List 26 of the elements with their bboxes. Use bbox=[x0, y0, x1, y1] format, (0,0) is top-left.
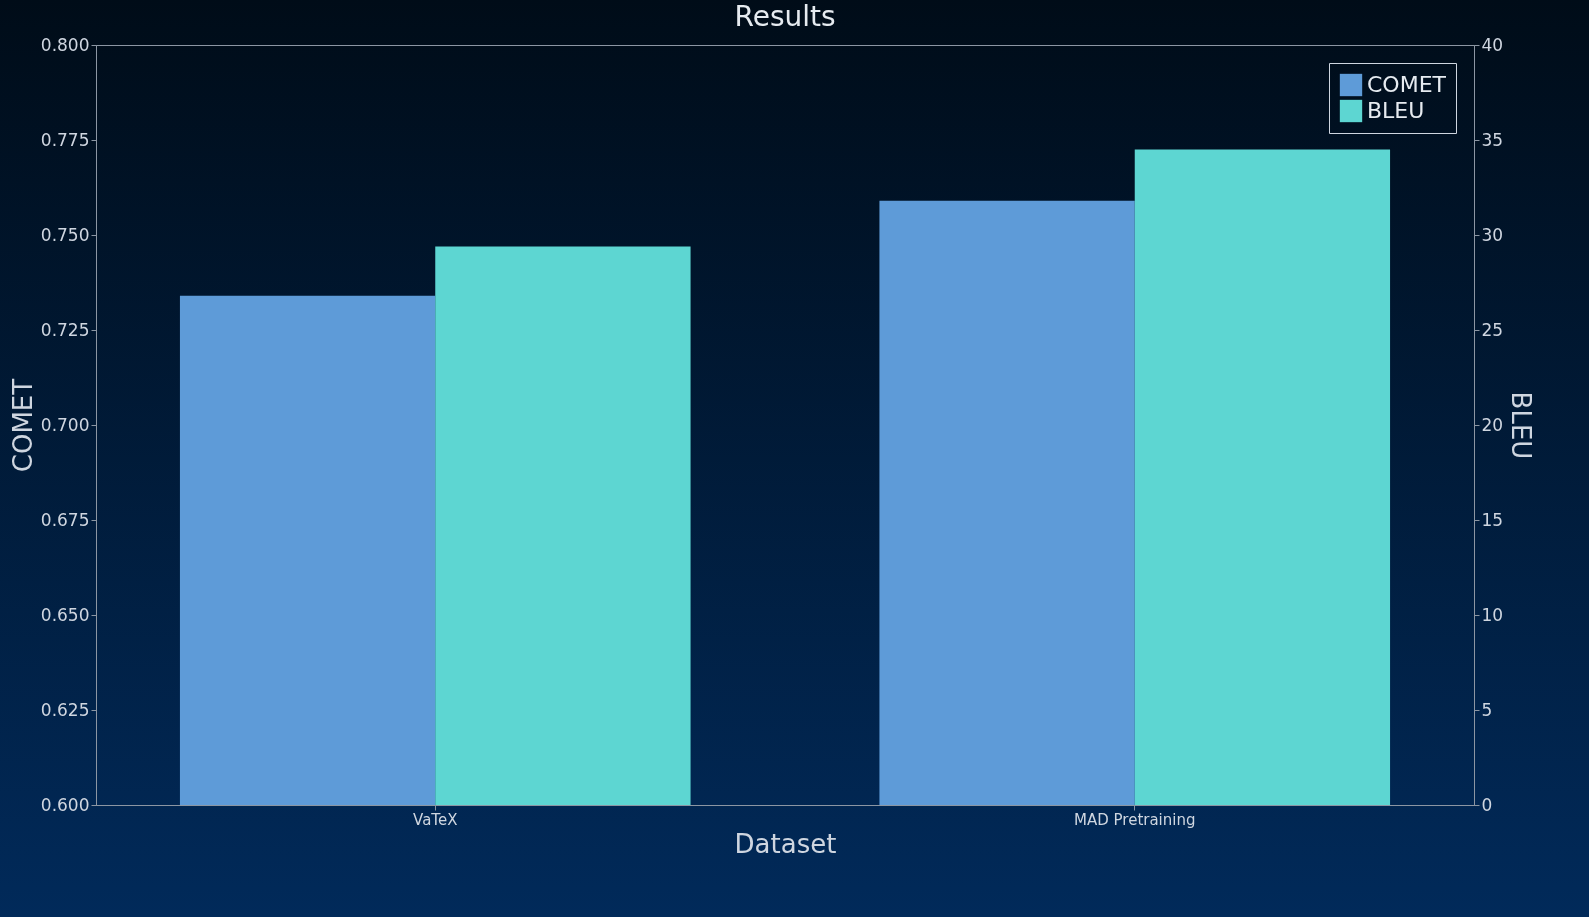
y2-axis-title: BLEU bbox=[1506, 391, 1537, 460]
y2-tick-label: 5 bbox=[1481, 699, 1493, 720]
x-tick-label: MAD Pretraining bbox=[1074, 810, 1196, 829]
y-tick-label: 0.750 bbox=[40, 224, 90, 245]
y2-tick-label: 20 bbox=[1481, 414, 1504, 435]
y2-tick-label: 30 bbox=[1481, 224, 1504, 245]
y-tick-label: 0.675 bbox=[40, 509, 90, 530]
y2-tick-label: 10 bbox=[1481, 604, 1504, 625]
legend-label: BLEU bbox=[1367, 98, 1425, 123]
y-tick-label: 0.600 bbox=[40, 794, 90, 815]
x-tick-label: VaTeX bbox=[413, 810, 458, 829]
chart-title: Results bbox=[734, 0, 836, 33]
x-axis-title: Dataset bbox=[734, 828, 837, 859]
y-tick-label: 0.700 bbox=[40, 414, 90, 435]
y2-tick-label: 35 bbox=[1481, 129, 1504, 150]
y-axis-title: COMET bbox=[7, 378, 38, 473]
y-tick-label: 0.800 bbox=[40, 34, 90, 55]
legend-label: COMET bbox=[1367, 72, 1447, 97]
y-tick-label: 0.775 bbox=[40, 129, 90, 150]
y2-tick-label: 15 bbox=[1481, 509, 1504, 530]
y2-tick-label: 25 bbox=[1481, 319, 1504, 340]
y2-tick-label: 40 bbox=[1481, 34, 1504, 55]
y2-tick-label: 0 bbox=[1481, 794, 1493, 815]
y-tick-label: 0.725 bbox=[40, 319, 90, 340]
y-tick-label: 0.625 bbox=[40, 699, 90, 720]
y-tick-label: 0.650 bbox=[40, 604, 90, 625]
